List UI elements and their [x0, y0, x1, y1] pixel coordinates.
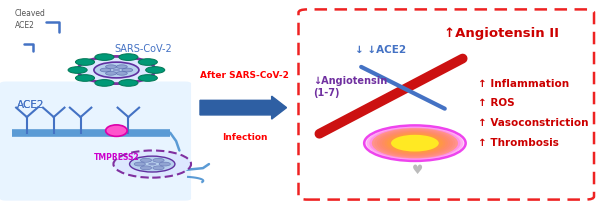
Text: SARS-CoV-2: SARS-CoV-2	[115, 44, 172, 54]
Circle shape	[94, 62, 139, 78]
Circle shape	[95, 80, 114, 86]
Circle shape	[106, 65, 116, 69]
Circle shape	[380, 131, 450, 155]
Text: ↓ ↓ACE2: ↓ ↓ACE2	[355, 45, 407, 55]
Text: After SARS-CoV-2: After SARS-CoV-2	[201, 71, 289, 80]
Circle shape	[75, 59, 94, 65]
Circle shape	[153, 166, 164, 170]
Circle shape	[122, 68, 133, 72]
Circle shape	[387, 133, 443, 153]
Circle shape	[159, 162, 170, 166]
Circle shape	[391, 135, 439, 152]
FancyBboxPatch shape	[298, 9, 594, 200]
Circle shape	[100, 68, 111, 72]
Circle shape	[372, 128, 458, 158]
Circle shape	[134, 162, 146, 166]
Circle shape	[382, 132, 448, 155]
Circle shape	[130, 156, 175, 172]
Text: Infection: Infection	[222, 133, 267, 142]
Text: ↓Angiotensin
(1-7): ↓Angiotensin (1-7)	[313, 75, 387, 98]
FancyArrow shape	[200, 96, 287, 119]
Circle shape	[384, 133, 445, 154]
Text: Cleaved
ACE2: Cleaved ACE2	[15, 9, 46, 29]
Circle shape	[116, 65, 127, 69]
Circle shape	[140, 166, 152, 170]
Circle shape	[113, 69, 121, 71]
Circle shape	[116, 71, 127, 75]
Circle shape	[139, 75, 158, 81]
Text: ↑ Inflammation: ↑ Inflammation	[478, 79, 569, 89]
Circle shape	[119, 54, 138, 60]
Text: TMPRESS2: TMPRESS2	[94, 153, 139, 162]
Circle shape	[95, 54, 114, 60]
Circle shape	[364, 125, 466, 161]
Circle shape	[139, 59, 158, 65]
Circle shape	[372, 128, 458, 158]
Circle shape	[153, 158, 164, 162]
Text: ♥: ♥	[413, 164, 423, 177]
Text: ↑Angiotensin II: ↑Angiotensin II	[444, 27, 559, 40]
Circle shape	[78, 56, 155, 84]
FancyBboxPatch shape	[0, 82, 191, 201]
Circle shape	[146, 67, 165, 73]
Circle shape	[106, 71, 116, 75]
Circle shape	[140, 158, 152, 162]
Circle shape	[374, 129, 456, 157]
Circle shape	[75, 75, 94, 81]
Text: ↑ Vasoconstriction: ↑ Vasoconstriction	[478, 118, 588, 128]
Circle shape	[367, 126, 463, 160]
Circle shape	[369, 127, 461, 159]
Circle shape	[113, 150, 191, 178]
Text: ACE2: ACE2	[17, 99, 44, 110]
Text: ↑ ROS: ↑ ROS	[478, 98, 514, 108]
Circle shape	[148, 163, 156, 166]
Text: ACE2: ACE2	[17, 99, 44, 110]
Circle shape	[119, 80, 138, 86]
Text: ↑ Thrombosis: ↑ Thrombosis	[478, 138, 558, 148]
Circle shape	[68, 67, 87, 73]
Ellipse shape	[106, 125, 127, 136]
Circle shape	[377, 130, 453, 157]
